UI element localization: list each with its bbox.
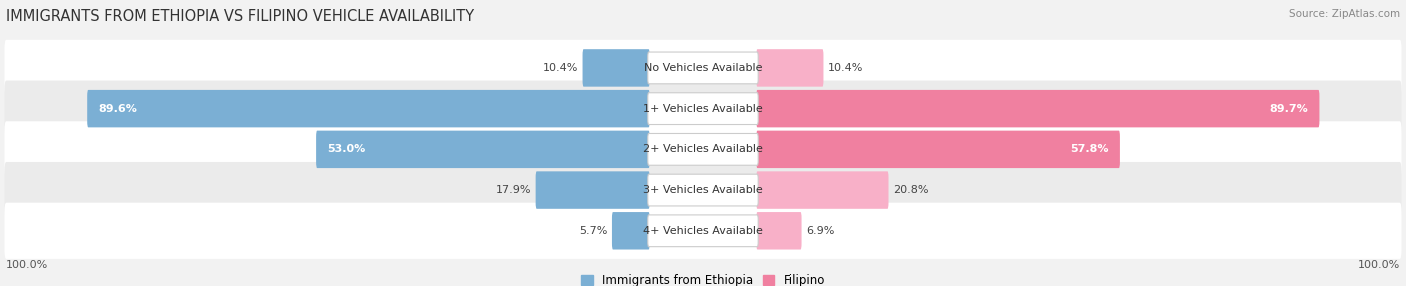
FancyBboxPatch shape — [4, 81, 1402, 137]
Text: 4+ Vehicles Available: 4+ Vehicles Available — [643, 226, 763, 236]
Text: 53.0%: 53.0% — [328, 144, 366, 154]
FancyBboxPatch shape — [648, 52, 758, 84]
Text: 10.4%: 10.4% — [543, 63, 578, 73]
Text: Source: ZipAtlas.com: Source: ZipAtlas.com — [1289, 9, 1400, 19]
FancyBboxPatch shape — [4, 162, 1402, 218]
FancyBboxPatch shape — [648, 174, 758, 206]
Text: No Vehicles Available: No Vehicles Available — [644, 63, 762, 73]
FancyBboxPatch shape — [756, 171, 889, 209]
FancyBboxPatch shape — [756, 131, 1121, 168]
FancyBboxPatch shape — [87, 90, 650, 127]
FancyBboxPatch shape — [756, 90, 1319, 127]
Text: 3+ Vehicles Available: 3+ Vehicles Available — [643, 185, 763, 195]
Text: 1+ Vehicles Available: 1+ Vehicles Available — [643, 104, 763, 114]
FancyBboxPatch shape — [648, 215, 758, 247]
FancyBboxPatch shape — [4, 40, 1402, 96]
Text: 6.9%: 6.9% — [806, 226, 834, 236]
Text: IMMIGRANTS FROM ETHIOPIA VS FILIPINO VEHICLE AVAILABILITY: IMMIGRANTS FROM ETHIOPIA VS FILIPINO VEH… — [6, 9, 474, 24]
FancyBboxPatch shape — [582, 49, 650, 87]
Text: 17.9%: 17.9% — [496, 185, 531, 195]
Text: 5.7%: 5.7% — [579, 226, 607, 236]
FancyBboxPatch shape — [4, 203, 1402, 259]
Text: 89.7%: 89.7% — [1270, 104, 1308, 114]
Text: 57.8%: 57.8% — [1070, 144, 1109, 154]
FancyBboxPatch shape — [648, 134, 758, 165]
Text: 10.4%: 10.4% — [828, 63, 863, 73]
FancyBboxPatch shape — [648, 93, 758, 124]
Text: 20.8%: 20.8% — [893, 185, 928, 195]
FancyBboxPatch shape — [612, 212, 650, 249]
FancyBboxPatch shape — [536, 171, 650, 209]
Text: 89.6%: 89.6% — [98, 104, 138, 114]
FancyBboxPatch shape — [756, 49, 824, 87]
Text: 100.0%: 100.0% — [6, 260, 48, 270]
FancyBboxPatch shape — [756, 212, 801, 249]
Text: 100.0%: 100.0% — [1358, 260, 1400, 270]
Legend: Immigrants from Ethiopia, Filipino: Immigrants from Ethiopia, Filipino — [581, 274, 825, 286]
Text: 2+ Vehicles Available: 2+ Vehicles Available — [643, 144, 763, 154]
FancyBboxPatch shape — [4, 121, 1402, 177]
FancyBboxPatch shape — [316, 131, 650, 168]
